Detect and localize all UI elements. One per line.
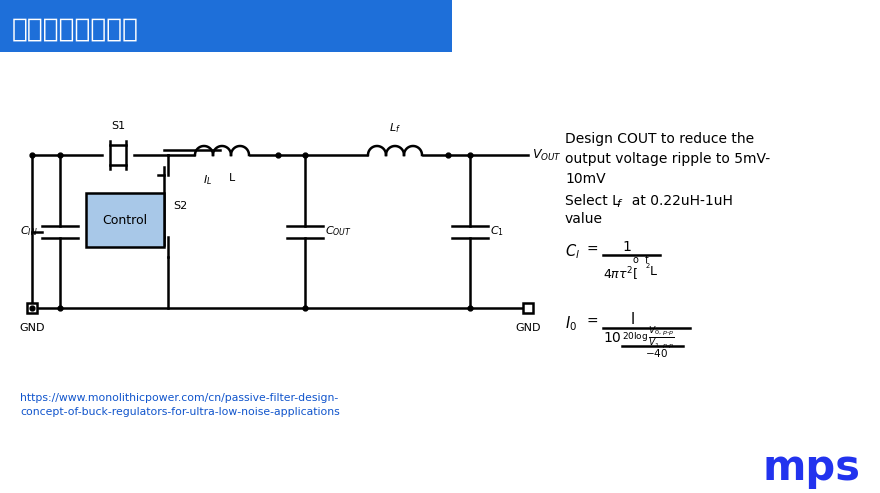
- Text: $C_{OUT}$: $C_{OUT}$: [325, 225, 352, 239]
- Text: f: f: [616, 199, 620, 209]
- Text: =: =: [587, 315, 598, 329]
- Text: L: L: [229, 173, 235, 183]
- Text: value: value: [565, 212, 603, 226]
- Text: https://www.monolithicpower.com/cn/passive-filter-design-
concept-of-buck-regula: https://www.monolithicpower.com/cn/passi…: [20, 393, 340, 417]
- Text: $C_1$: $C_1$: [490, 225, 504, 239]
- Text: $V_{OUT}$: $V_{OUT}$: [532, 147, 561, 163]
- Text: at 0.22uH-1uH: at 0.22uH-1uH: [623, 194, 733, 208]
- Text: GND: GND: [19, 323, 45, 333]
- Text: $4\pi\tau^2[$: $4\pi\tau^2[$: [603, 265, 638, 282]
- Text: $^2$: $^2$: [645, 263, 650, 273]
- Text: I: I: [631, 312, 635, 327]
- Bar: [86, 193, 164, 247]
- Text: Select L: Select L: [565, 194, 620, 208]
- Text: Control: Control: [102, 213, 148, 226]
- Text: 1: 1: [622, 240, 632, 254]
- Text: $I_L$: $I_L$: [203, 173, 213, 187]
- Bar: [523, 303, 533, 313]
- Text: GND: GND: [516, 323, 540, 333]
- Text: S1: S1: [111, 121, 125, 131]
- Text: $10$: $10$: [603, 331, 621, 345]
- Text: Design COUT to reduce the
output voltage ripple to 5mV-
10mV: Design COUT to reduce the output voltage…: [565, 132, 770, 186]
- Text: L: L: [650, 265, 657, 278]
- Text: $C_l$: $C_l$: [565, 242, 580, 261]
- Text: o  f: o f: [633, 255, 649, 265]
- Text: S2: S2: [173, 201, 187, 211]
- Text: 设计第二级滤波器: 设计第二级滤波器: [12, 17, 139, 43]
- Bar: [27, 303, 37, 313]
- Text: $-40$: $-40$: [645, 347, 668, 359]
- Text: $I_0$: $I_0$: [565, 314, 577, 333]
- Text: mps: mps: [762, 447, 860, 489]
- Text: $L_f$: $L_f$: [389, 121, 401, 135]
- Text: =: =: [587, 243, 598, 257]
- Text: $C_{IN}$: $C_{IN}$: [20, 225, 38, 239]
- Bar: [0, 0, 452, 52]
- Text: $20\log\dfrac{V_{0,p\text{-}p}}{V_{1,p\text{-}p}}$: $20\log\dfrac{V_{0,p\text{-}p}}{V_{1,p\t…: [622, 324, 675, 350]
